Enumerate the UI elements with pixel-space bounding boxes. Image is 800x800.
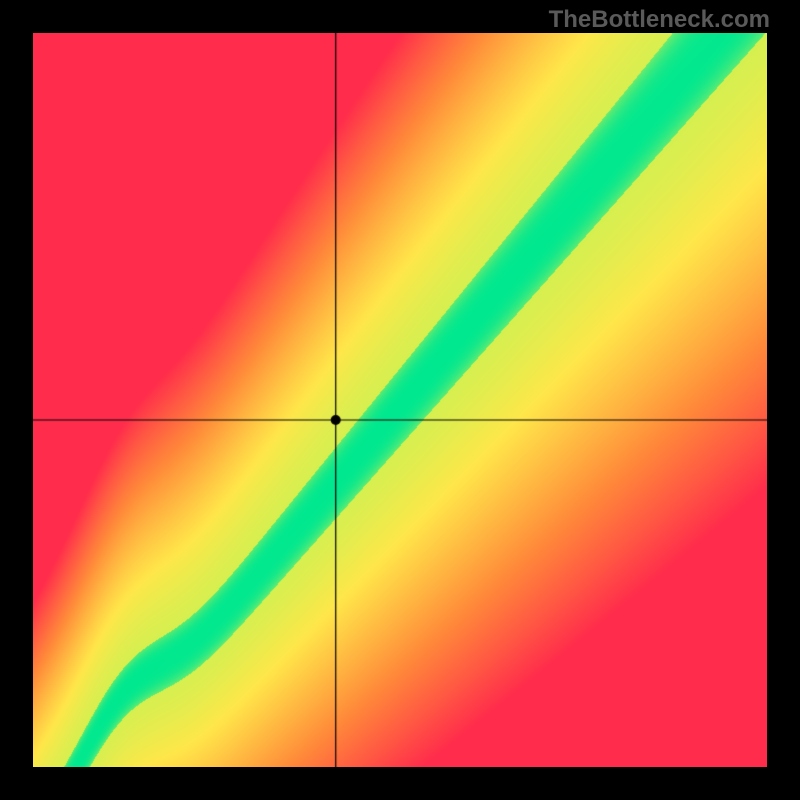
watermark-text: TheBottleneck.com	[549, 6, 770, 34]
bottleneck-heatmap	[33, 33, 767, 767]
chart-container: TheBottleneck.com	[0, 0, 800, 800]
